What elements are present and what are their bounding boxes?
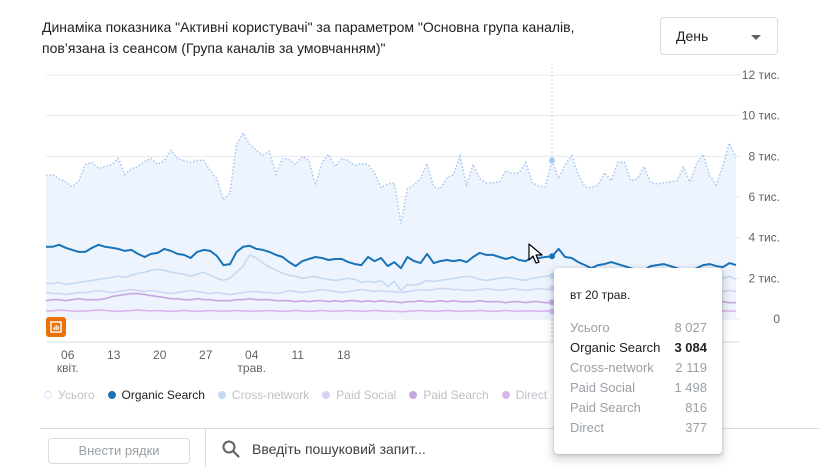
hover-point — [549, 285, 555, 292]
search-input[interactable] — [252, 439, 552, 459]
y-tick-label: 12 тис. — [742, 68, 780, 82]
x-tick-label: 11 — [291, 348, 304, 362]
tooltip-series-value: 3 084 — [674, 340, 707, 355]
hover-point — [549, 157, 555, 164]
chevron-down-icon — [751, 35, 761, 40]
y-tick-label: 2 тис. — [748, 271, 780, 285]
insights-icon[interactable] — [46, 317, 66, 337]
tooltip-series-name: Paid Search — [570, 400, 641, 415]
hover-point — [549, 299, 555, 306]
hover-point — [549, 272, 555, 279]
legend-label: Усього — [58, 388, 95, 402]
divider — [205, 428, 206, 467]
tooltip-series-value: 377 — [685, 420, 707, 435]
period-select[interactable]: День — [660, 17, 778, 55]
tooltip-series-value: 8 027 — [674, 320, 707, 335]
tooltip-series-value: 2 119 — [675, 360, 707, 375]
y-tick-label: 4 тис. — [748, 231, 780, 245]
legend-item[interactable]: Paid Social — [322, 388, 396, 402]
legend-swatch — [217, 391, 226, 399]
tooltip-series-name: Paid Social — [570, 380, 636, 395]
y-tick-label: 0 — [773, 312, 780, 326]
x-tick-label: 20 — [153, 348, 167, 362]
tooltip-row: Усього 8 027 — [570, 320, 707, 338]
chart-title: Динаміка показника "Активні користувачі"… — [42, 19, 575, 56]
legend-swatch — [501, 391, 510, 399]
legend-item[interactable]: Organic Search — [107, 388, 205, 402]
search-icon — [222, 440, 240, 458]
x-tick-label: 04 — [245, 348, 259, 362]
legend-swatch — [44, 391, 52, 399]
tooltip-row: Paid Social 1 498 — [570, 380, 707, 398]
legend-swatch — [322, 391, 331, 399]
series-line-total — [45, 131, 737, 224]
tooltip-row: Direct 377 — [570, 420, 707, 438]
legend-label: Direct — [515, 388, 548, 402]
tooltip-date: вт 20 трав. — [570, 288, 631, 302]
tooltip-row: Cross-network 2 119 — [570, 360, 707, 378]
tooltip-series-name: Direct — [570, 420, 604, 435]
x-tick-month-label: трав. — [237, 361, 266, 375]
legend-label: Paid Social — [336, 388, 397, 402]
y-tick-label: 6 тис. — [748, 190, 780, 204]
tooltip-series-value: 816 — [685, 400, 707, 415]
legend-item[interactable]: Усього — [44, 388, 95, 402]
legend-label: Cross-network — [231, 388, 310, 402]
series-line-organic-search — [46, 243, 737, 273]
legend-item[interactable]: Cross-network — [217, 388, 310, 402]
tooltip-series-value: 1 498 — [674, 380, 707, 395]
y-tick-label: 10 тис. — [742, 109, 780, 123]
hover-point — [549, 253, 555, 260]
legend-item[interactable]: Direct — [501, 388, 548, 402]
legend-label: Paid Search — [423, 388, 489, 402]
legend-swatch — [409, 391, 418, 399]
x-tick-label: 13 — [107, 348, 121, 362]
y-tick-label: 8 тис. — [748, 149, 780, 163]
x-tick-label: 27 — [199, 348, 213, 362]
legend-item[interactable]: Paid Search — [409, 388, 489, 402]
mouse-pointer-icon — [528, 243, 543, 264]
tooltip-series-name: Усього — [570, 320, 610, 335]
chart-tooltip: вт 20 трав. Усього 8 027 Organic Search 3 0… — [554, 268, 722, 454]
legend-label: Organic Search — [121, 388, 205, 402]
x-tick-label: 18 — [337, 348, 351, 362]
tooltip-row: Paid Search 816 — [570, 400, 707, 418]
x-tick-month-label: квіт. — [57, 361, 79, 375]
x-tick-label: 06 — [61, 348, 75, 362]
hover-point — [549, 308, 555, 315]
chart-legend: Усього Organic Search Cross-network Paid So… — [44, 386, 560, 404]
add-rows-button[interactable]: Внести рядки — [48, 438, 190, 464]
tooltip-series-name: Organic Search — [570, 340, 661, 355]
period-select-value: День — [676, 28, 709, 44]
tooltip-row: Organic Search 3 084 — [570, 340, 707, 358]
tooltip-series-name: Cross-network — [570, 360, 654, 375]
divider — [40, 428, 820, 429]
legend-swatch — [107, 391, 116, 399]
